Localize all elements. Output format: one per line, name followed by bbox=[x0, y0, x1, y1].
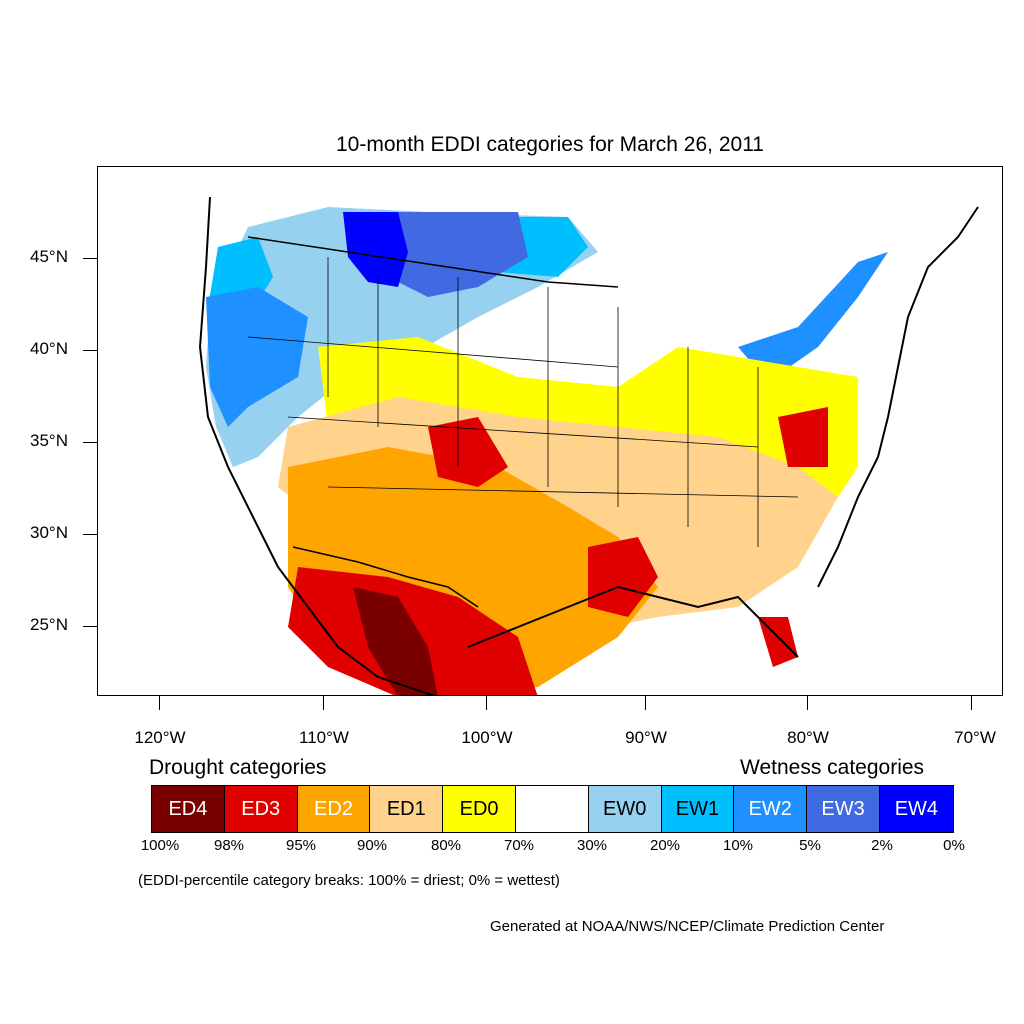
legend-box-ew1: EW1 bbox=[661, 786, 735, 832]
pct-label-95: 95% bbox=[285, 837, 317, 854]
pct-label-98: 98% bbox=[213, 837, 245, 854]
lat-label-30: 30°N bbox=[30, 523, 68, 542]
pct-label-70: 70% bbox=[503, 837, 535, 854]
legend-box-ed2: ED2 bbox=[297, 786, 371, 832]
lon-tick-110 bbox=[323, 696, 324, 710]
pct-label-10: 10% bbox=[722, 837, 754, 854]
us-canada-border bbox=[247, 236, 619, 288]
region-ed3-mississippi bbox=[588, 537, 658, 617]
map-title: 10-month EDDI categories for March 26, 2… bbox=[336, 133, 764, 156]
lat-label-35: 35°N bbox=[30, 431, 68, 450]
lon-label-90: 90°W bbox=[625, 728, 667, 747]
lat-tick-30 bbox=[83, 534, 97, 535]
eddi-map bbox=[198, 196, 979, 695]
lon-tick-100 bbox=[486, 696, 487, 710]
lon-tick-70 bbox=[971, 696, 972, 710]
pct-label-0: 0% bbox=[943, 837, 965, 854]
legend-box-ed4: ED4 bbox=[152, 786, 225, 832]
region-ed3-colorado bbox=[428, 417, 508, 487]
legend-box-ew3: EW3 bbox=[807, 786, 880, 832]
lat-label-40: 40°N bbox=[30, 339, 68, 358]
lat-label-45: 45°N bbox=[30, 247, 68, 266]
region-ed3-virginia bbox=[778, 407, 828, 467]
region-ew2-great-lakes bbox=[738, 252, 888, 382]
map-panel bbox=[97, 166, 1003, 696]
lon-label-80: 80°W bbox=[787, 728, 829, 747]
lon-tick-80 bbox=[807, 696, 808, 710]
lon-label-100: 100°W bbox=[461, 728, 513, 747]
lat-tick-45 bbox=[83, 258, 97, 259]
legend-box-ew2: EW2 bbox=[734, 786, 808, 832]
lat-tick-40 bbox=[83, 350, 97, 351]
region-ed4-mexico bbox=[353, 587, 438, 695]
credit-line: Generated at NOAA/NWS/NCEP/Climate Predi… bbox=[490, 918, 885, 935]
legend-box-ed0: ED0 bbox=[443, 786, 516, 832]
lon-tick-90 bbox=[645, 696, 646, 710]
us-mexico-border bbox=[292, 546, 479, 608]
lat-tick-25 bbox=[83, 626, 97, 627]
legend-box-ew0: EW0 bbox=[588, 786, 662, 832]
pct-label-5: 5% bbox=[799, 837, 821, 854]
wetness-legend-title: Wetness categories bbox=[740, 756, 925, 779]
lon-tick-120 bbox=[159, 696, 160, 710]
pct-label-2: 2% bbox=[871, 837, 893, 854]
state-borders bbox=[247, 257, 799, 547]
region-ew2-northwest bbox=[206, 287, 308, 427]
region-ew4-montana bbox=[343, 212, 408, 287]
legend-box-ew4: EW4 bbox=[879, 786, 953, 832]
pct-label-90: 90% bbox=[356, 837, 388, 854]
lon-label-120: 120°W bbox=[134, 728, 186, 747]
category-break-note: (EDDI-percentile category breaks: 100% =… bbox=[138, 872, 560, 889]
pct-label-30: 30% bbox=[576, 837, 608, 854]
pct-label-80: 80% bbox=[430, 837, 462, 854]
coastline bbox=[198, 196, 979, 695]
lat-label-25: 25°N bbox=[30, 615, 68, 634]
region-ed3-florida bbox=[758, 617, 798, 667]
lon-label-70: 70°W bbox=[954, 728, 996, 747]
drought-legend-title: Drought categories bbox=[149, 756, 327, 779]
lat-tick-35 bbox=[83, 442, 97, 443]
lon-label-110: 110°W bbox=[299, 728, 349, 747]
legend-box-normal bbox=[515, 786, 589, 832]
pct-label-20: 20% bbox=[649, 837, 681, 854]
legend-color-bar: ED4 ED3 ED2 ED1 ED0 EW0 EW1 EW2 EW3 EW4 bbox=[151, 785, 954, 833]
legend-box-ed1: ED1 bbox=[370, 786, 444, 832]
pct-label-100: 100% bbox=[140, 837, 180, 854]
legend-box-ed3: ED3 bbox=[224, 786, 298, 832]
